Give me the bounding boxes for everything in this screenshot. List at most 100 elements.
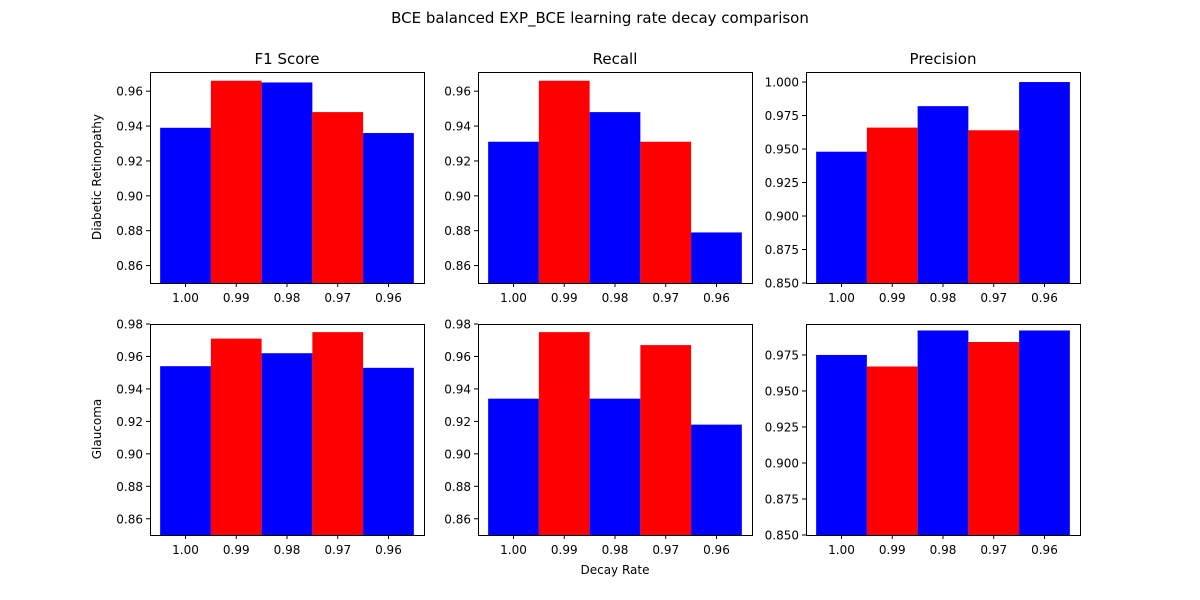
y-tick-label: 0.90 bbox=[116, 447, 143, 461]
y-tick-label: 0.88 bbox=[444, 480, 471, 494]
x-tick-label: 0.97 bbox=[980, 543, 1007, 557]
y-tick-label: 1.000 bbox=[765, 76, 799, 90]
y-tick-label: 0.92 bbox=[116, 154, 143, 168]
panel-glaucoma-f1-score: 1.00 0.99 0.98 0.97 0.96 0.86 0.88 0.90 0.92 0.94… bbox=[116, 318, 425, 557]
x-tick-label: 0.98 bbox=[602, 543, 629, 557]
bar-1.00 bbox=[816, 354, 867, 535]
x-tick-label: 1.00 bbox=[500, 543, 527, 557]
bar-1.00 bbox=[816, 151, 867, 283]
y-tick-label: 0.94 bbox=[116, 120, 143, 134]
x-tick-label: 0.99 bbox=[551, 543, 578, 557]
x-axis-label: Decay Rate bbox=[580, 563, 649, 577]
bar-0.99 bbox=[210, 80, 262, 283]
y-tick-label: 0.950 bbox=[765, 384, 799, 398]
bar-0.99 bbox=[866, 366, 918, 535]
bar-0.96 bbox=[1019, 330, 1070, 535]
bar-1.00 bbox=[160, 366, 211, 535]
bar-0.99 bbox=[866, 127, 918, 283]
x-tick-label: 0.96 bbox=[1031, 291, 1058, 305]
bar-0.97 bbox=[640, 141, 692, 283]
bar-0.96 bbox=[691, 424, 742, 535]
x-tick-label: 1.00 bbox=[172, 543, 199, 557]
y-tick-label: 0.925 bbox=[765, 420, 799, 434]
x-tick-label: 0.96 bbox=[375, 291, 402, 305]
y-tick-label: 0.92 bbox=[444, 154, 471, 168]
panel-dr-f1-score: 1.00 0.99 0.98 0.97 0.96 0.86 0.88 0.90 0.92 0.94… bbox=[116, 72, 425, 305]
x-tick-label: 0.99 bbox=[223, 543, 250, 557]
bar-0.98 bbox=[917, 106, 969, 283]
bar-0.99 bbox=[210, 338, 262, 535]
col-title-precision: Precision bbox=[910, 50, 977, 68]
figure-title: BCE balanced EXP_BCE learning rate decay… bbox=[391, 9, 809, 28]
bar-0.98 bbox=[261, 82, 313, 284]
y-tick-label: 0.94 bbox=[444, 382, 471, 396]
panel-glaucoma-precision: 1.00 0.99 0.98 0.97 0.96 0.850 0.875 0.900 0.925… bbox=[765, 324, 1081, 557]
x-tick-label: 0.98 bbox=[274, 291, 301, 305]
bar-0.98 bbox=[261, 353, 313, 535]
panel-dr-recall: 1.00 0.99 0.98 0.97 0.96 0.86 0.88 0.90 0.92 0.94… bbox=[444, 72, 753, 305]
x-tick-label: 0.97 bbox=[324, 291, 351, 305]
y-tick-label: 0.96 bbox=[116, 350, 143, 364]
bar-0.97 bbox=[640, 345, 692, 535]
y-tick-label: 0.94 bbox=[444, 120, 471, 134]
x-tick-label: 1.00 bbox=[500, 291, 527, 305]
bar-0.98 bbox=[589, 112, 641, 283]
y-tick-label: 0.850 bbox=[765, 277, 799, 291]
x-tick-label: 0.97 bbox=[324, 543, 351, 557]
bar-0.96 bbox=[363, 133, 414, 283]
y-tick-label: 0.96 bbox=[444, 350, 471, 364]
col-title-recall: Recall bbox=[593, 50, 638, 68]
bar-0.99 bbox=[538, 332, 590, 535]
y-tick-label: 0.86 bbox=[116, 512, 143, 526]
y-tick-label: 0.90 bbox=[444, 447, 471, 461]
bar-0.97 bbox=[312, 332, 364, 535]
x-tick-label: 0.98 bbox=[930, 291, 957, 305]
bar-0.98 bbox=[589, 398, 641, 535]
y-tick-label: 0.975 bbox=[765, 109, 799, 123]
x-tick-label: 0.97 bbox=[652, 543, 679, 557]
y-tick-label: 0.900 bbox=[765, 456, 799, 470]
x-tick-label: 0.98 bbox=[930, 543, 957, 557]
bar-0.97 bbox=[312, 112, 364, 283]
bar-1.00 bbox=[160, 127, 211, 283]
row-label-glaucoma: Glaucoma bbox=[90, 399, 104, 460]
y-tick-label: 0.900 bbox=[765, 210, 799, 224]
y-tick-label: 0.88 bbox=[444, 224, 471, 238]
y-tick-label: 0.98 bbox=[116, 318, 143, 332]
x-tick-label: 0.96 bbox=[703, 291, 730, 305]
y-tick-label: 0.975 bbox=[765, 348, 799, 362]
x-tick-label: 0.96 bbox=[375, 543, 402, 557]
y-tick-label: 0.90 bbox=[444, 189, 471, 203]
x-tick-label: 0.99 bbox=[879, 291, 906, 305]
x-tick-label: 1.00 bbox=[828, 543, 855, 557]
bar-1.00 bbox=[488, 398, 539, 535]
x-tick-label: 0.96 bbox=[703, 543, 730, 557]
bar-0.96 bbox=[363, 367, 414, 535]
y-tick-label: 0.86 bbox=[444, 512, 471, 526]
panel-dr-precision: 1.00 0.99 0.98 0.97 0.96 0.850 0.875 0.900 0.925… bbox=[765, 72, 1081, 305]
y-tick-label: 0.90 bbox=[116, 189, 143, 203]
y-tick-label: 0.950 bbox=[765, 143, 799, 157]
y-tick-label: 0.92 bbox=[116, 415, 143, 429]
y-tick-label: 0.875 bbox=[765, 492, 799, 506]
col-title-f1-score: F1 Score bbox=[255, 50, 320, 68]
y-tick-label: 0.875 bbox=[765, 243, 799, 257]
y-tick-label: 0.94 bbox=[116, 382, 143, 396]
x-tick-label: 1.00 bbox=[828, 291, 855, 305]
x-tick-label: 1.00 bbox=[172, 291, 199, 305]
y-tick-label: 0.925 bbox=[765, 176, 799, 190]
x-tick-label: 0.97 bbox=[652, 291, 679, 305]
y-tick-label: 0.88 bbox=[116, 224, 143, 238]
x-tick-label: 0.98 bbox=[274, 543, 301, 557]
y-tick-label: 0.86 bbox=[444, 259, 471, 273]
y-tick-label: 0.86 bbox=[116, 259, 143, 273]
x-tick-label: 0.97 bbox=[980, 291, 1007, 305]
y-tick-label: 0.96 bbox=[116, 85, 143, 99]
y-tick-label: 0.88 bbox=[116, 480, 143, 494]
bar-0.96 bbox=[1019, 82, 1070, 283]
x-tick-label: 0.99 bbox=[879, 543, 906, 557]
bar-0.96 bbox=[691, 232, 742, 283]
x-tick-label: 0.99 bbox=[223, 291, 250, 305]
y-tick-label: 0.92 bbox=[444, 415, 471, 429]
